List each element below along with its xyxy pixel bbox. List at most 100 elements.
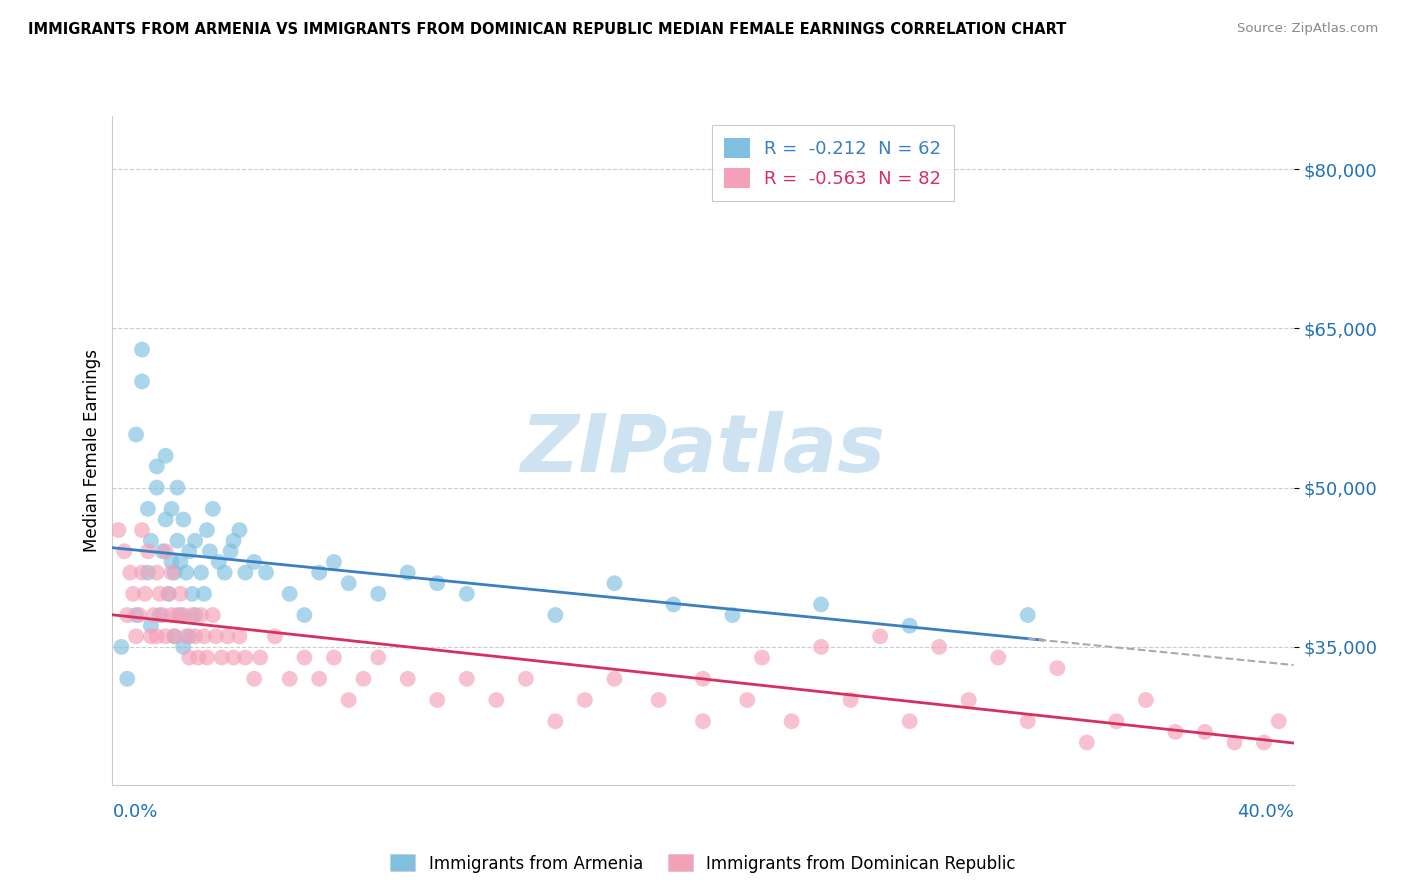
Point [107,523,129,537]
Point [1253,735,1275,749]
Point [160,555,183,569]
Point [149,608,172,623]
Point [219,544,242,558]
Point [125,629,148,643]
Point [308,566,330,580]
Point [155,449,177,463]
Point [456,587,478,601]
Point [193,587,215,601]
Point [179,650,201,665]
Point [128,608,150,623]
Text: 0.0%: 0.0% [112,803,157,821]
Point [166,533,188,548]
Point [120,566,142,580]
Point [179,629,201,643]
Point [292,650,315,665]
Point [228,629,250,643]
Point [163,629,186,643]
Point [184,608,207,623]
Point [647,693,671,707]
Point [146,481,169,495]
Point [160,501,183,516]
Point [184,533,207,548]
Point [157,587,180,601]
Point [217,629,239,643]
Point [396,672,419,686]
Point [160,608,183,623]
Point [367,650,389,665]
Point [337,693,360,707]
Point [292,608,315,623]
Point [155,512,177,526]
Point [131,375,153,389]
Point [692,672,714,686]
Point [160,566,183,580]
Point [211,650,233,665]
Point [426,693,449,707]
Point [117,608,138,623]
Point [205,629,228,643]
Point [233,566,256,580]
Point [1135,693,1157,707]
Point [142,608,165,623]
Point [125,427,148,442]
Point [278,672,301,686]
Point [193,629,215,643]
Point [110,640,132,654]
Point [352,672,374,686]
Point [222,650,245,665]
Point [134,587,156,601]
Point [179,544,201,558]
Point [208,555,231,569]
Point [172,640,194,654]
Point [139,618,162,632]
Point [323,555,346,569]
Point [367,587,389,601]
Point [737,693,759,707]
Point [181,587,204,601]
Point [201,608,224,623]
Point [172,608,194,623]
Point [278,587,301,601]
Point [1076,735,1098,749]
Point [136,501,159,516]
Point [169,587,191,601]
Point [163,566,186,580]
Point [201,501,224,516]
Point [152,608,174,623]
Point [928,640,950,654]
Text: Source: ZipAtlas.com: Source: ZipAtlas.com [1237,22,1378,36]
Point [1194,724,1216,739]
Point [131,343,153,357]
Point [780,714,803,729]
Point [243,672,266,686]
Point [662,598,685,612]
Point [692,714,714,729]
Point [1164,724,1187,739]
Point [337,576,360,591]
Point [174,629,197,643]
Point [146,566,169,580]
Point [264,629,287,643]
Point [485,693,508,707]
Point [152,544,174,558]
Point [1105,714,1128,729]
Point [125,608,148,623]
Point [1223,735,1246,749]
Point [228,523,250,537]
Point [898,714,921,729]
Legend: Immigrants from Armenia, Immigrants from Dominican Republic: Immigrants from Armenia, Immigrants from… [384,847,1022,880]
Point [869,629,891,643]
Point [146,629,169,643]
Point [136,544,159,558]
Point [1017,714,1039,729]
Point [243,555,266,569]
Point [214,566,236,580]
Point [195,650,218,665]
Point [198,544,221,558]
Point [222,533,245,548]
Point [157,587,180,601]
Point [987,650,1010,665]
Point [166,481,188,495]
Point [1017,608,1039,623]
